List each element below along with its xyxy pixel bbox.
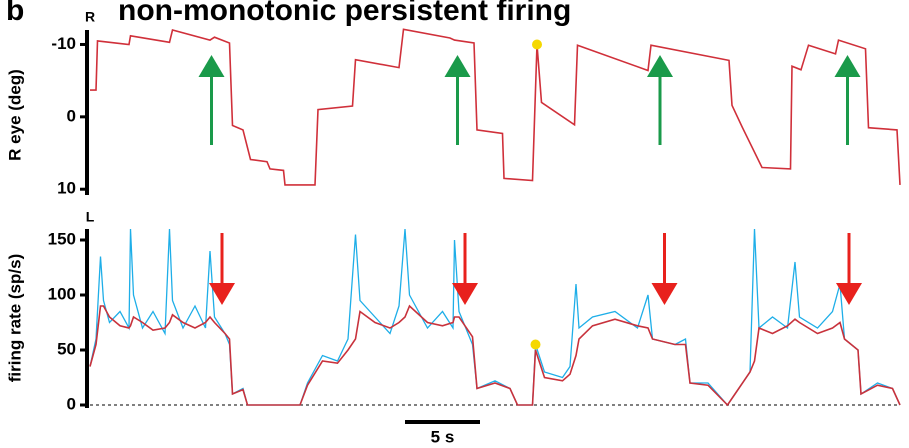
highlight-dot	[532, 39, 542, 50]
y-tick-label: 10	[57, 179, 76, 198]
arrow-head	[647, 55, 673, 77]
y-axis-label: R eye (deg)	[5, 69, 24, 161]
top-side-label: R	[85, 9, 95, 25]
bottom-side-label: L	[86, 209, 95, 225]
y-tick-label: 0	[67, 106, 76, 125]
y-tick-label: 0	[67, 394, 76, 413]
highlight-dot	[530, 339, 541, 350]
trace	[89, 228, 901, 407]
trace	[89, 304, 901, 407]
arrow-head	[209, 283, 235, 305]
y-axis-label: firing rate (sp/s)	[5, 254, 24, 382]
y-tick-label: 100	[48, 284, 76, 303]
chart-title: non-monotonic persistent firing	[118, 0, 571, 27]
y-tick-label: 150	[48, 229, 76, 248]
arrow-head	[444, 55, 471, 77]
arrow-head	[834, 55, 861, 77]
arrow-head	[651, 283, 678, 305]
y-tick-label: -10	[51, 34, 76, 53]
y-tick-label: 50	[57, 339, 76, 358]
panel-label: b	[6, 0, 24, 27]
arrow-head	[198, 55, 225, 77]
trace	[90, 28, 901, 186]
arrow-head	[452, 283, 478, 305]
scale-bar-label: 5 s	[431, 427, 455, 446]
arrow-head	[836, 283, 862, 305]
